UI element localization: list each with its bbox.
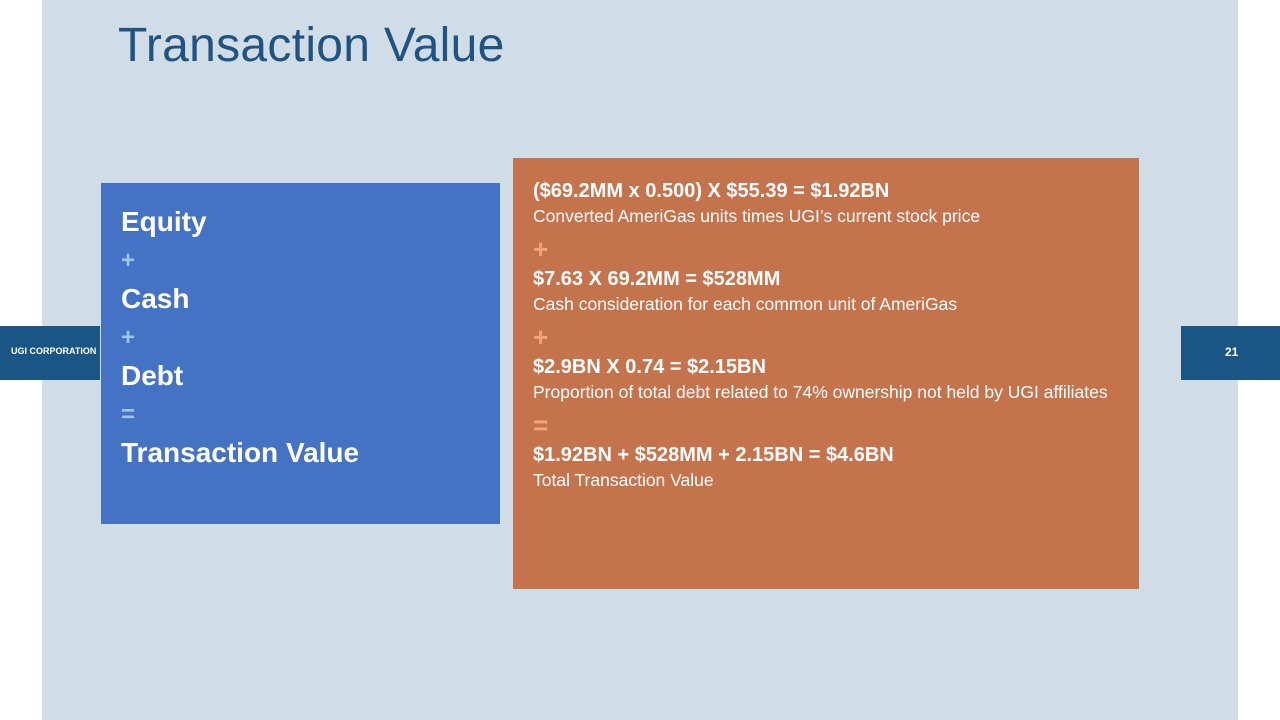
calc-operator-equals: = bbox=[533, 410, 549, 440]
formula-operator-equals: = bbox=[121, 400, 136, 428]
page-number: 21 bbox=[1225, 345, 1239, 359]
formula-term-debt: Debt bbox=[121, 360, 184, 391]
debt-equation: $2.9BN X 0.74 = $2.15BN bbox=[533, 356, 766, 378]
slide-title: Transaction Value bbox=[118, 19, 505, 72]
calculation-box: ($69.2MM x 0.500) X $55.39 = $1.92BN Con… bbox=[513, 158, 1139, 589]
formula-term-equity: Equity bbox=[121, 206, 207, 237]
formula-operator-plus: + bbox=[121, 323, 136, 351]
corporation-tab: UGI CORPORATION bbox=[0, 326, 100, 380]
formula-box: Equity + Cash + Debt = Transaction Value bbox=[101, 183, 500, 524]
page-number-tab: 21 bbox=[1181, 326, 1280, 380]
formula-term-transaction-value: Transaction Value bbox=[121, 437, 360, 468]
calculation-content: ($69.2MM x 0.500) X $55.39 = $1.92BN Con… bbox=[533, 178, 1119, 492]
calc-operator-plus: + bbox=[533, 322, 549, 352]
cash-equation: $7.63 X 69.2MM = $528MM bbox=[533, 268, 781, 290]
formula-operator-plus: + bbox=[121, 246, 136, 274]
equity-description: Converted AmeriGas units times UGI’s cur… bbox=[533, 206, 981, 226]
total-description: Total Transaction Value bbox=[533, 470, 714, 490]
cash-description: Cash consideration for each common unit … bbox=[533, 294, 958, 314]
corporation-label: UGI CORPORATION bbox=[11, 346, 97, 356]
total-equation: $1.92BN + $528MM + 2.15BN = $4.6BN bbox=[533, 444, 894, 466]
calc-operator-plus: + bbox=[533, 234, 549, 264]
formula-term-cash: Cash bbox=[121, 283, 190, 314]
debt-description: Proportion of total debt related to 74% … bbox=[533, 382, 1108, 402]
formula-list: Equity + Cash + Debt = Transaction Value bbox=[121, 203, 359, 473]
equity-equation: ($69.2MM x 0.500) X $55.39 = $1.92BN bbox=[533, 180, 890, 202]
